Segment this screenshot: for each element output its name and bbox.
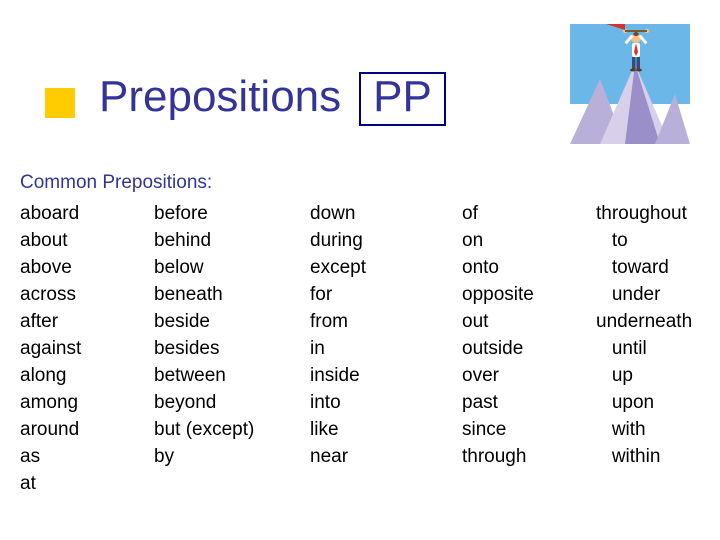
column-4: of on onto opposite out outside over pas…: [462, 200, 596, 497]
subheading: Common Prepositions:: [20, 172, 212, 194]
list-item: to: [596, 227, 720, 254]
list-item: under: [596, 281, 720, 308]
list-item: out: [462, 308, 596, 335]
list-item: beneath: [154, 281, 310, 308]
column-1: aboard about above across after against …: [20, 200, 154, 497]
list-item: against: [20, 335, 154, 362]
list-item: behind: [154, 227, 310, 254]
list-item: within: [596, 443, 720, 470]
list-item: beside: [154, 308, 310, 335]
list-item: beyond: [154, 389, 310, 416]
list-item: among: [20, 389, 154, 416]
list-item: onto: [462, 254, 596, 281]
list-item: of: [462, 200, 596, 227]
list-item: past: [462, 389, 596, 416]
list-item: up: [596, 362, 720, 389]
page-title: Prepositions: [99, 72, 341, 122]
list-item: in: [310, 335, 462, 362]
list-item: over: [462, 362, 596, 389]
list-item: below: [154, 254, 310, 281]
list-item: since: [462, 416, 596, 443]
list-item: between: [154, 362, 310, 389]
list-item: for: [310, 281, 462, 308]
list-item: from: [310, 308, 462, 335]
list-item: inside: [310, 362, 462, 389]
list-item: above: [20, 254, 154, 281]
list-item: through: [462, 443, 596, 470]
preposition-columns: aboard about above across after against …: [20, 200, 720, 497]
list-item: before: [154, 200, 310, 227]
list-item: underneath: [596, 308, 720, 335]
list-item: on: [462, 227, 596, 254]
list-item: toward: [596, 254, 720, 281]
accent-square: [45, 88, 75, 118]
list-item: as: [20, 443, 154, 470]
list-item: about: [20, 227, 154, 254]
list-item: upon: [596, 389, 720, 416]
title-row: Prepositions PP: [99, 72, 446, 126]
column-2: before behind below beneath beside besid…: [154, 200, 310, 497]
list-item: aboard: [20, 200, 154, 227]
list-item: opposite: [462, 281, 596, 308]
list-item: like: [310, 416, 462, 443]
list-item: until: [596, 335, 720, 362]
list-item: by: [154, 443, 310, 470]
mountain-flag-clipart: [570, 24, 690, 144]
list-item: at: [20, 470, 154, 497]
list-item: across: [20, 281, 154, 308]
list-item: but (except): [154, 416, 310, 443]
list-item: along: [20, 362, 154, 389]
column-3: down during except for from in inside in…: [310, 200, 462, 497]
list-item: with: [596, 416, 720, 443]
list-item: into: [310, 389, 462, 416]
list-item: besides: [154, 335, 310, 362]
list-item: during: [310, 227, 462, 254]
list-item: outside: [462, 335, 596, 362]
list-item: near: [310, 443, 462, 470]
list-item: except: [310, 254, 462, 281]
list-item: around: [20, 416, 154, 443]
list-item: throughout: [596, 200, 720, 227]
column-5: throughout to toward under underneath un…: [596, 200, 720, 497]
pp-box: PP: [359, 72, 446, 126]
list-item: down: [310, 200, 462, 227]
list-item: after: [20, 308, 154, 335]
